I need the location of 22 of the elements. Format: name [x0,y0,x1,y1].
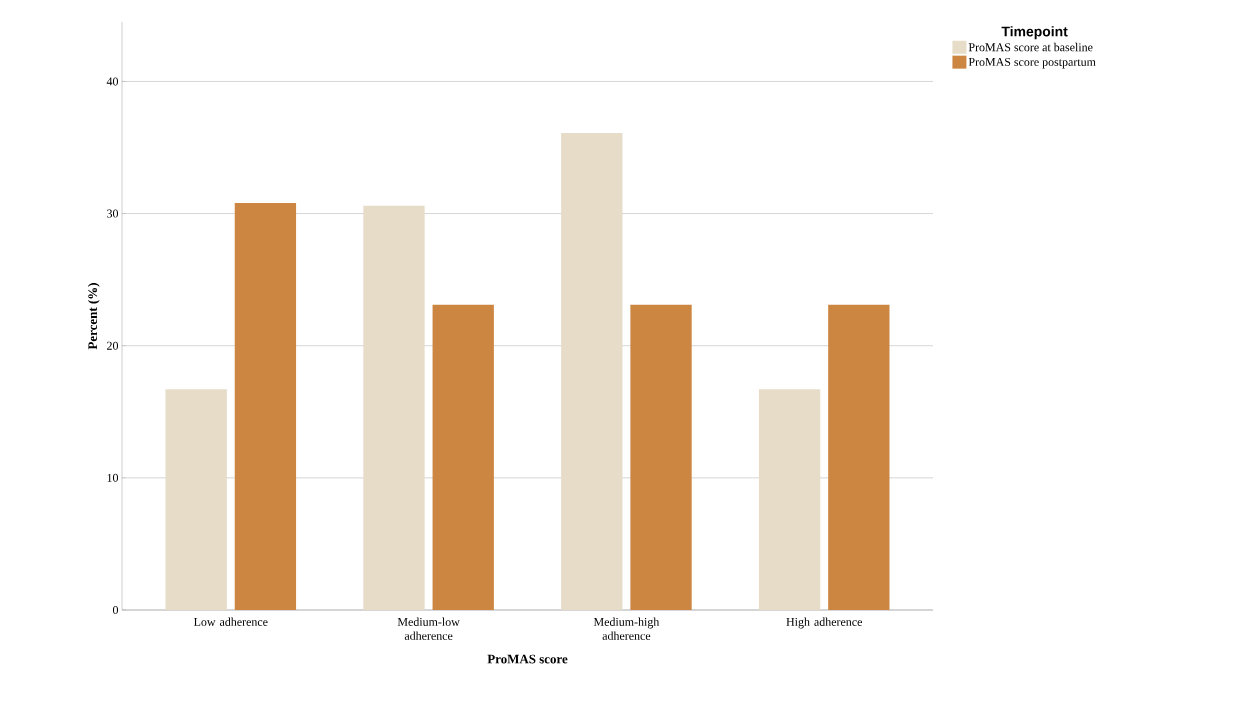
y-tick-label: 10 [107,473,119,482]
x-tick-label: High adherence [786,617,862,629]
bar [561,132,623,610]
x-tick-label: Medium-low adherence [397,617,460,640]
x-axis-title: ProMAS score [487,654,568,664]
y-axis-title: Percent (%) [87,283,100,350]
legend-title: Timepoint [1001,26,1068,40]
bar [758,389,821,610]
y-tick-label: 40 [106,77,119,86]
bar [363,205,425,610]
bar [828,304,890,610]
y-tick-label: 30 [107,209,119,218]
legend-label: ProMAS score postpartum [968,57,1096,69]
y-tick-label: 0 [112,605,119,615]
legend-label: ProMAS score at baseline [968,42,1093,52]
bar [432,304,494,610]
x-tick-label: Low adherence [193,617,268,626]
bar [234,203,297,610]
bar [165,389,227,610]
x-tick-label: Medium-high adherence [593,617,660,640]
y-tick-label: 20 [107,341,119,350]
bar [630,304,692,610]
